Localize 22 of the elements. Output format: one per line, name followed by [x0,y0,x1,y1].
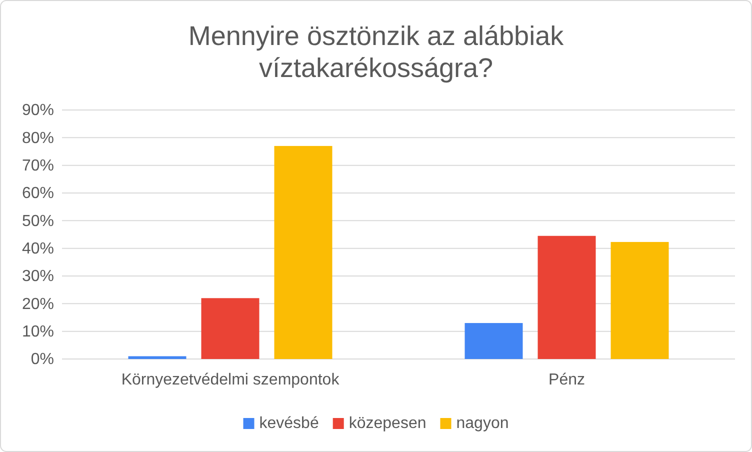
y-tick-label: 10% [22,323,54,340]
bar [201,298,260,359]
y-tick-label: 40% [22,240,54,258]
y-tick-label: 0% [30,351,54,368]
x-tick-label: Környezetvédelmi szempontok [121,371,340,388]
y-tick-label: 80% [22,130,54,147]
y-tick-label: 90% [22,102,54,120]
y-tick-label: 20% [22,296,54,313]
legend-label: közepesen [348,415,426,432]
bar [274,146,332,359]
bar [610,242,669,359]
y-tick-label: 30% [22,268,54,286]
bar [538,236,596,359]
y-tick-label: 50% [22,212,54,230]
legend-label: nagyon [456,415,509,432]
y-tick-label: 60% [22,185,54,202]
chart-title: Mennyire ösztönzik az alábbiak víztakarékosságra? [188,21,564,83]
legend-label: kevésbé [259,415,319,432]
bar [128,356,186,359]
y-tick-label: 70% [22,157,54,174]
x-tick-label: Pénz [548,371,585,388]
bar [464,323,523,359]
